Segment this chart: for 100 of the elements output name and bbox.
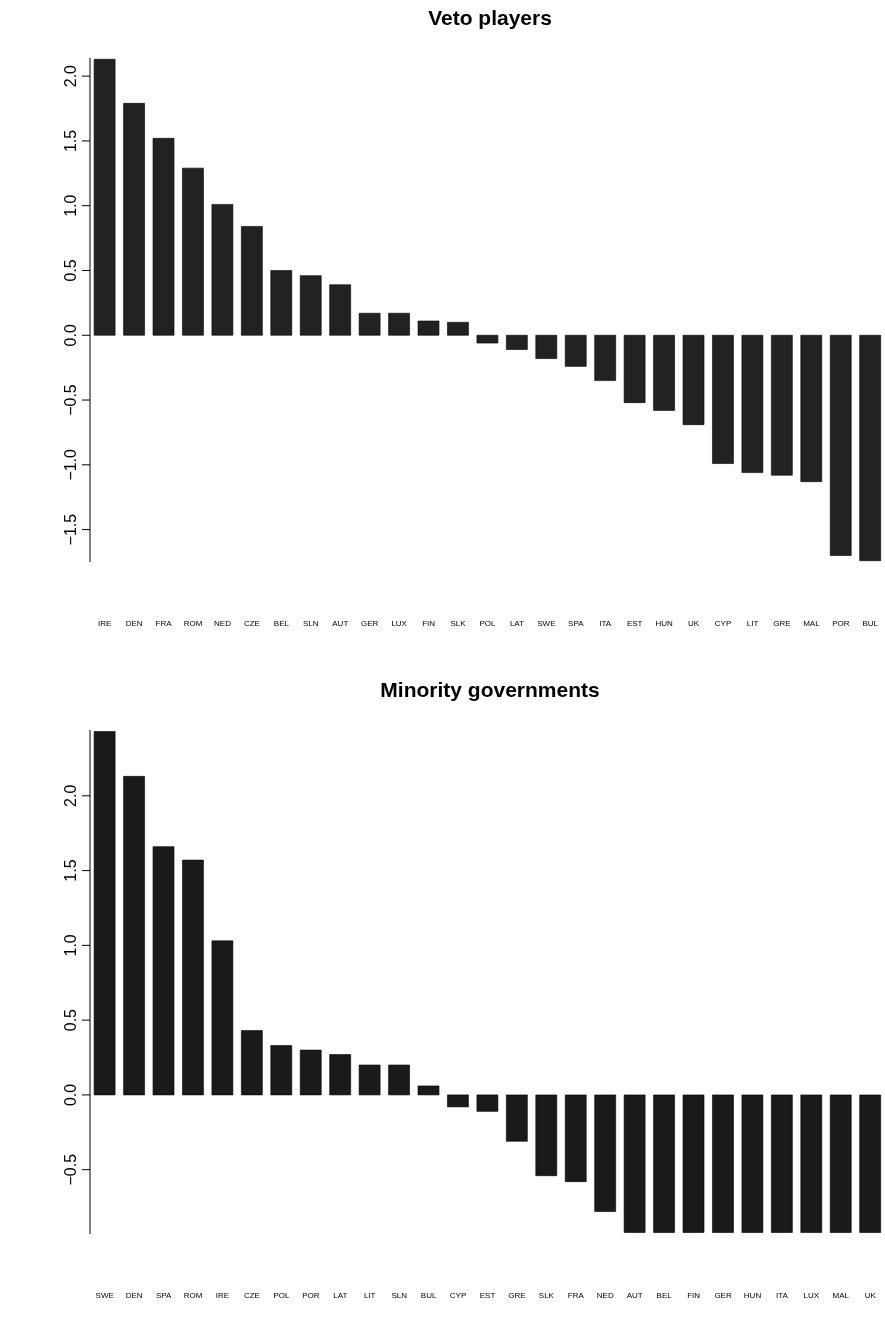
bar	[93, 59, 116, 336]
bar	[594, 334, 616, 381]
x-tick-label: SWE	[537, 618, 556, 628]
x-tick-label: POL	[479, 618, 497, 628]
y-tick-label: −0.5	[62, 1153, 79, 1186]
x-tick-label: EST	[626, 618, 643, 628]
x-tick-label: POL	[273, 1290, 290, 1300]
bar	[741, 334, 764, 473]
x-tick-label: BEL	[273, 618, 290, 628]
x-tick-label: IRE	[215, 1290, 230, 1300]
x-tick-label: UK	[688, 618, 700, 628]
y-tick-label: 1.5	[62, 129, 79, 153]
chart-title: Veto players	[427, 6, 553, 30]
y-tick-label: 2.0	[62, 784, 79, 807]
x-tick-label: UK	[864, 1290, 877, 1300]
x-tick-label: ITA	[776, 1290, 789, 1300]
x-tick-label: MAL	[803, 618, 821, 628]
x-tick-label: BEL	[656, 1290, 673, 1300]
bar	[623, 334, 646, 403]
x-tick-label: ROM	[183, 618, 203, 628]
y-tick-label: 0.0	[62, 324, 79, 347]
bar	[417, 1085, 440, 1096]
bar	[771, 1094, 793, 1233]
bar	[682, 1094, 705, 1233]
bar	[712, 1094, 734, 1233]
bar	[358, 1064, 381, 1096]
x-tick-label: SWE	[95, 1290, 114, 1300]
x-tick-label: ITA	[599, 618, 612, 628]
bar	[388, 1064, 410, 1096]
bar	[241, 1030, 263, 1096]
bar	[152, 846, 175, 1096]
bar	[447, 1094, 469, 1108]
x-tick-label: EST	[479, 1290, 496, 1300]
bar	[506, 1094, 528, 1142]
bar	[741, 1094, 764, 1233]
bar	[270, 1045, 293, 1096]
y-tick-label: 1.5	[62, 859, 79, 882]
bar	[476, 334, 499, 344]
x-tick-label: CYP	[449, 1290, 467, 1300]
x-tick-label: POR	[302, 1290, 320, 1300]
x-tick-label: SLK	[450, 618, 467, 628]
x-tick-label: AUT	[626, 1290, 643, 1300]
bar	[241, 226, 263, 336]
x-tick-label: GRE	[508, 1290, 526, 1300]
x-tick-label: SPA	[155, 1290, 172, 1300]
bar	[182, 167, 204, 336]
bar	[358, 312, 381, 336]
y-tick-label: 0.5	[62, 1008, 79, 1032]
x-tick-label: CYP	[714, 618, 732, 628]
x-tick-label: GER	[361, 618, 379, 628]
x-tick-label: POR	[832, 618, 850, 628]
bar	[859, 1094, 881, 1233]
bar	[123, 776, 145, 1096]
bar	[682, 334, 705, 425]
x-tick-label: HUN	[655, 618, 674, 628]
bar	[535, 334, 558, 359]
x-tick-label: FRA	[567, 1290, 585, 1300]
bar	[564, 1094, 587, 1182]
bar	[417, 320, 440, 336]
x-tick-label: CZE	[243, 618, 260, 628]
bar	[329, 284, 351, 336]
x-tick-label: GER	[714, 1290, 732, 1300]
x-tick-label: IRE	[98, 618, 112, 628]
bar	[299, 275, 322, 336]
x-tick-label: LIT	[746, 618, 759, 628]
x-tick-label: BUL	[862, 618, 879, 628]
bar	[653, 334, 675, 411]
x-tick-label: AUT	[332, 618, 349, 628]
y-tick-label: −1.0	[62, 448, 79, 481]
x-tick-label: SLN	[391, 1290, 408, 1300]
y-tick-label: −0.5	[62, 384, 79, 416]
x-tick-label: BUL	[420, 1290, 437, 1300]
x-tick-label: DEN	[125, 618, 143, 628]
bar	[329, 1054, 351, 1096]
bar	[859, 334, 881, 561]
bar	[476, 1094, 499, 1112]
y-tick-label: 0.5	[62, 259, 79, 282]
bar	[93, 731, 116, 1096]
bar	[653, 1094, 675, 1233]
bar	[182, 859, 204, 1096]
x-tick-label: SPA	[568, 618, 585, 628]
x-tick-label: LAT	[509, 618, 525, 628]
x-tick-label: NED	[596, 1290, 614, 1300]
x-tick-label: FIN	[687, 1290, 701, 1300]
bar	[211, 204, 234, 336]
x-tick-label: LUX	[803, 1290, 820, 1300]
bar	[829, 1094, 852, 1233]
x-tick-label: ROM	[183, 1290, 203, 1300]
bar	[800, 334, 823, 482]
chart-title: Minority governments	[379, 678, 601, 702]
x-tick-label: FIN	[422, 618, 436, 628]
bar	[299, 1049, 322, 1096]
y-tick-label: 1.0	[62, 934, 79, 957]
x-tick-label: SLN	[303, 618, 319, 628]
x-tick-label: HUN	[743, 1290, 762, 1300]
bar	[123, 103, 145, 336]
x-tick-label: GRE	[773, 618, 791, 628]
bar	[771, 334, 793, 476]
bar	[388, 312, 410, 336]
x-tick-label: LIT	[363, 1290, 376, 1300]
